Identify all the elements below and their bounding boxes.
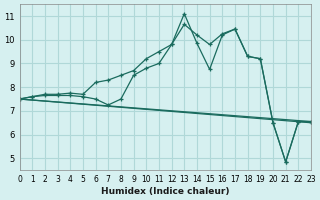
X-axis label: Humidex (Indice chaleur): Humidex (Indice chaleur) (101, 187, 229, 196)
